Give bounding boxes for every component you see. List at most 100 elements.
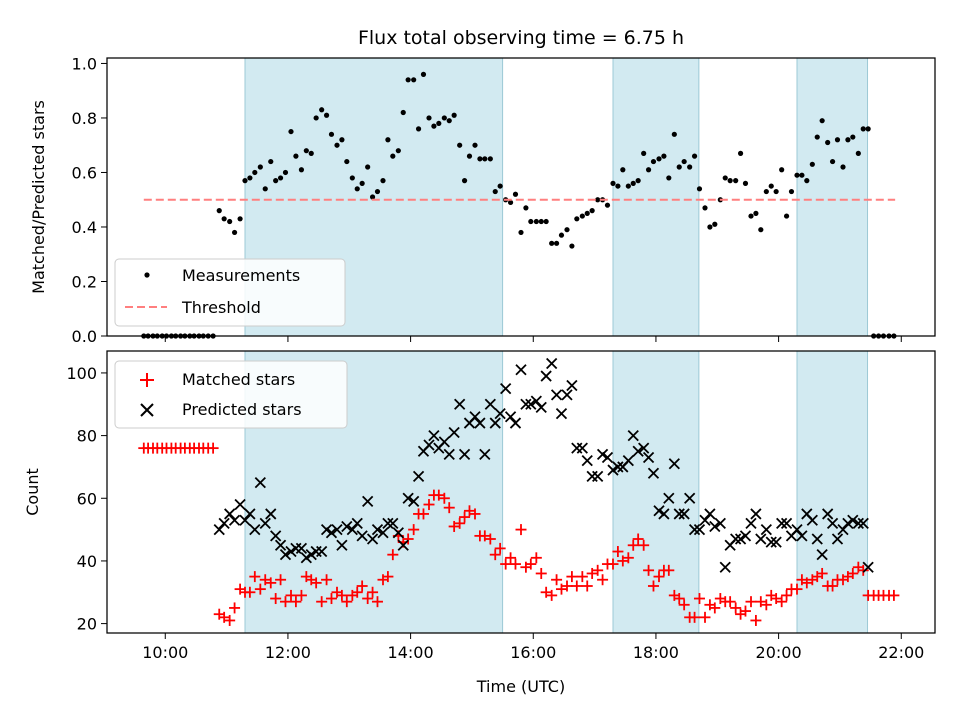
matched-stars-point <box>285 589 297 601</box>
top-y-tick-label: 0.2 <box>72 272 97 291</box>
legend-measurements-label: Measurements <box>182 266 300 285</box>
matched-stars-point <box>387 549 399 561</box>
predicted-stars-point <box>745 517 757 529</box>
predicted-stars-point <box>852 517 864 529</box>
matched-stars-point <box>224 614 236 626</box>
matched-stars-point <box>653 571 665 583</box>
predicted-stars-point <box>816 549 828 561</box>
predicted-stars-point <box>622 455 634 467</box>
bottom-highlight-band <box>612 350 700 634</box>
predicted-stars-point <box>285 545 297 558</box>
measurement-point <box>492 188 498 195</box>
bottom-panel: 20 40 60 80 100 10:00 12:00 14:00 16:00 18:00 20:0… <box>23 350 936 696</box>
measurement-point <box>374 188 381 195</box>
predicted-stars-point <box>699 514 711 526</box>
measurement-point <box>385 137 391 143</box>
measurement-point <box>533 218 539 225</box>
measurement-point <box>834 137 841 143</box>
matched-stars-point <box>356 580 368 592</box>
predicted-stars-point <box>678 508 690 520</box>
predicted-stars-point <box>504 411 517 423</box>
matched-stars-point <box>750 614 762 626</box>
matched-stars-point <box>673 593 685 605</box>
measurement-point <box>865 126 871 132</box>
measurement-point <box>390 153 396 159</box>
measurement-point <box>691 153 698 159</box>
matched-stars-point <box>571 580 583 592</box>
predicted-stars-point <box>300 552 312 564</box>
measurement-point <box>661 153 667 159</box>
measurement-point <box>850 134 856 140</box>
matched-stars-point <box>362 593 374 605</box>
matched-stars-point <box>500 558 512 570</box>
bottom-y-tick-label: 100 <box>66 364 97 383</box>
matched-stars-point <box>781 589 793 601</box>
matched-stars-point <box>581 580 593 592</box>
measurement-point <box>365 164 371 170</box>
measurement-point <box>625 183 631 189</box>
measurement-point <box>298 167 305 173</box>
predicted-stars-point <box>525 398 537 410</box>
predicted-stars-point <box>469 411 481 423</box>
measurement-point <box>288 128 294 135</box>
matched-stars-point <box>443 502 455 514</box>
predicted-stars-point <box>316 545 328 558</box>
predicted-stars-point <box>596 448 609 461</box>
measurement-point <box>405 77 411 83</box>
predicted-stars-point <box>546 357 558 370</box>
matched-stars-point <box>463 505 475 517</box>
bottom-x-tick-label: 20:00 <box>756 643 802 662</box>
matched-stars-point <box>745 596 757 608</box>
matched-stars-point <box>229 602 241 614</box>
measurement-point <box>354 186 360 192</box>
measurement-point <box>574 216 580 222</box>
predicted-stars-point <box>550 389 563 401</box>
matched-stars-point <box>546 589 558 601</box>
measurement-point <box>584 210 590 216</box>
predicted-stars-point <box>249 523 261 536</box>
matched-stars-point <box>249 571 261 583</box>
top-y-tick-label: 1.0 <box>72 54 97 73</box>
measurement-point <box>589 208 595 214</box>
matched-stars-point <box>423 499 435 511</box>
predicted-stars-point <box>484 398 496 410</box>
measurement-point <box>860 126 866 132</box>
predicted-stars-point <box>397 539 409 551</box>
measurement-point <box>415 126 422 132</box>
matched-stars-point <box>530 552 542 564</box>
matched-stars-point <box>776 596 788 608</box>
matched-stars-point <box>402 533 414 545</box>
matched-stars-point <box>827 580 839 592</box>
measurement-point <box>840 164 846 170</box>
predicted-stars-point <box>336 539 348 551</box>
measurement-point <box>277 175 284 181</box>
matched-stars-point <box>484 533 496 545</box>
matched-stars-point <box>540 586 552 598</box>
chart-title: Flux total observing time = 6.75 h <box>358 27 684 49</box>
measurement-point <box>564 227 570 233</box>
predicted-stars-point <box>642 451 655 464</box>
measurement-point <box>727 178 733 184</box>
matched-stars-point <box>607 558 619 570</box>
measurement-point <box>819 118 825 124</box>
bottom-y-tick-label: 20 <box>77 615 97 634</box>
measurement-point <box>507 199 514 206</box>
predicted-stars-point <box>607 464 619 476</box>
bottom-y-tick-label: 40 <box>77 552 97 571</box>
matched-stars-point <box>290 596 302 608</box>
measurement-point <box>518 229 524 236</box>
predicted-stars-point <box>331 523 343 536</box>
predicted-stars-point <box>684 492 696 504</box>
predicted-stars-point <box>500 382 512 395</box>
predicted-stars-point <box>837 523 849 536</box>
measurement-point <box>477 156 483 162</box>
measurement-point <box>763 188 769 195</box>
predicted-stars-point <box>673 508 685 520</box>
matched-stars-point <box>689 611 701 623</box>
legend-matched-marker <box>140 373 154 387</box>
predicted-stars-point <box>811 533 823 545</box>
matched-stars-point <box>382 571 394 583</box>
matched-stars-point <box>341 596 353 608</box>
predicted-stars-point <box>341 520 353 533</box>
legend-measurements-marker <box>144 272 150 278</box>
